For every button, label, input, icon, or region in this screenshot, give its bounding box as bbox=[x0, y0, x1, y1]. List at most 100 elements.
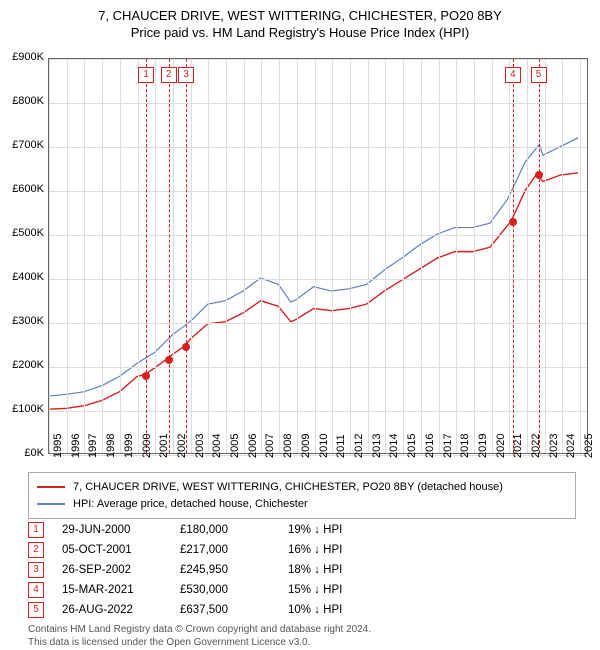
transaction-row: 5 26-AUG-2022 £637,500 10% ↓ HPI bbox=[28, 600, 388, 620]
x-axis-label: 2007 bbox=[264, 434, 276, 458]
gridline-v bbox=[562, 59, 563, 453]
gridline-v bbox=[509, 59, 510, 453]
series-property bbox=[49, 173, 578, 409]
transaction-line bbox=[146, 59, 147, 453]
x-axis-label: 2011 bbox=[335, 434, 347, 458]
x-axis-label: 2020 bbox=[495, 434, 507, 458]
transaction-number: 2 bbox=[28, 542, 44, 558]
x-axis-label: 1995 bbox=[52, 434, 64, 458]
transaction-line bbox=[513, 59, 514, 453]
y-axis-label: £300K bbox=[0, 315, 44, 327]
title-block: 7, CHAUCER DRIVE, WEST WITTERING, CHICHE… bbox=[0, 0, 600, 42]
transaction-hpi-delta: 18% ↓ HPI bbox=[288, 564, 388, 576]
legend-item-property: 7, CHAUCER DRIVE, WEST WITTERING, CHICHE… bbox=[37, 479, 567, 496]
transaction-price: £530,000 bbox=[180, 584, 270, 596]
x-axis-label: 2019 bbox=[477, 434, 489, 458]
gridline-h bbox=[49, 147, 587, 148]
line-series-svg bbox=[49, 59, 587, 453]
x-axis-label: 2025 bbox=[583, 434, 595, 458]
gridline-v bbox=[350, 59, 351, 453]
x-axis-label: 2012 bbox=[353, 434, 365, 458]
transaction-row: 129-JUN-2000£180,00019% ↓ HPI bbox=[28, 520, 388, 540]
transaction-price: £637,500 bbox=[180, 604, 270, 616]
transaction-line bbox=[539, 59, 540, 453]
title-line-2: Price paid vs. HM Land Registry's House … bbox=[0, 25, 600, 42]
x-axis-label: 1996 bbox=[70, 434, 82, 458]
gridline-v bbox=[84, 59, 85, 453]
x-axis-label: 2014 bbox=[388, 434, 400, 458]
transaction-row: 415-MAR-2021£530,00015% ↓ HPI bbox=[28, 580, 388, 600]
gridline-v bbox=[368, 59, 369, 453]
gridline-v bbox=[173, 59, 174, 453]
transaction-marker-box: 3 bbox=[178, 67, 194, 83]
gridline-h bbox=[49, 235, 587, 236]
transaction-hpi-delta: 10% ↓ HPI bbox=[288, 604, 388, 616]
transaction-hpi-delta: 19% ↓ HPI bbox=[288, 524, 388, 536]
gridline-v bbox=[421, 59, 422, 453]
plot-area: 123 45 bbox=[48, 58, 588, 454]
legend-swatch bbox=[37, 503, 65, 505]
footer: Contains HM Land Registry data © Crown c… bbox=[28, 624, 371, 649]
gridline-v bbox=[456, 59, 457, 453]
gridline-h bbox=[49, 411, 587, 412]
gridline-v bbox=[49, 59, 50, 453]
x-axis-label: 2005 bbox=[229, 434, 241, 458]
y-axis-label: £500K bbox=[0, 227, 44, 239]
transaction-date: 26-AUG-2022 bbox=[62, 604, 162, 616]
gridline-v bbox=[580, 59, 581, 453]
transaction-line bbox=[169, 59, 170, 453]
transaction-marker-box: 2 bbox=[161, 67, 177, 83]
y-axis-label: £200K bbox=[0, 359, 44, 371]
gridline-v bbox=[138, 59, 139, 453]
transaction-price: £245,950 bbox=[180, 564, 270, 576]
transaction-row: 205-OCT-2001£217,00016% ↓ HPI bbox=[28, 540, 388, 560]
chart-container: 7, CHAUCER DRIVE, WEST WITTERING, CHICHE… bbox=[0, 0, 600, 650]
y-axis-label: £100K bbox=[0, 403, 44, 415]
series-hpi bbox=[49, 138, 578, 396]
x-axis-label: 2009 bbox=[300, 434, 312, 458]
x-axis-label: 2006 bbox=[247, 434, 259, 458]
transaction-price: £180,000 bbox=[180, 524, 270, 536]
transaction-marker-box: 1 bbox=[138, 67, 154, 83]
x-axis-label: 2002 bbox=[176, 434, 188, 458]
y-axis-label: £800K bbox=[0, 95, 44, 107]
gridline-h bbox=[49, 59, 587, 60]
legend-swatch bbox=[37, 486, 65, 488]
gridline-v bbox=[474, 59, 475, 453]
y-axis-label: £700K bbox=[0, 139, 44, 151]
gridline-h bbox=[49, 191, 587, 192]
transaction-number: 5 bbox=[28, 602, 44, 618]
x-axis-label: 2004 bbox=[211, 434, 223, 458]
footer-line-1: Contains HM Land Registry data © Crown c… bbox=[28, 624, 371, 637]
x-axis-label: 2024 bbox=[565, 434, 577, 458]
gridline-v bbox=[279, 59, 280, 453]
gridline-h bbox=[49, 323, 587, 324]
gridline-v bbox=[226, 59, 227, 453]
gridline-v bbox=[527, 59, 528, 453]
x-axis-label: 2022 bbox=[530, 434, 542, 458]
x-axis-label: 2017 bbox=[442, 434, 454, 458]
x-axis-label: 2001 bbox=[158, 434, 170, 458]
y-axis-label: £900K bbox=[0, 51, 44, 63]
gridline-v bbox=[261, 59, 262, 453]
transaction-dot bbox=[535, 171, 543, 179]
gridline-v bbox=[297, 59, 298, 453]
x-axis-label: 2013 bbox=[371, 434, 383, 458]
gridline-v bbox=[492, 59, 493, 453]
transaction-dot bbox=[165, 356, 173, 364]
transaction-table: 129-JUN-2000£180,00019% ↓ HPI205-OCT-200… bbox=[28, 520, 388, 620]
gridline-v bbox=[155, 59, 156, 453]
transaction-hpi-delta: 16% ↓ HPI bbox=[288, 544, 388, 556]
gridline-v bbox=[385, 59, 386, 453]
transaction-number: 3 bbox=[28, 562, 44, 578]
transaction-marker-box: 4 bbox=[505, 67, 521, 83]
gridline-v bbox=[403, 59, 404, 453]
y-axis-label: £0K bbox=[0, 447, 44, 459]
transaction-marker-box: 5 bbox=[531, 67, 547, 83]
transaction-dot bbox=[509, 218, 517, 226]
gridline-h bbox=[49, 103, 587, 104]
gridline-v bbox=[439, 59, 440, 453]
transaction-number: 4 bbox=[28, 582, 44, 598]
x-axis-label: 2018 bbox=[459, 434, 471, 458]
gridline-v bbox=[191, 59, 192, 453]
